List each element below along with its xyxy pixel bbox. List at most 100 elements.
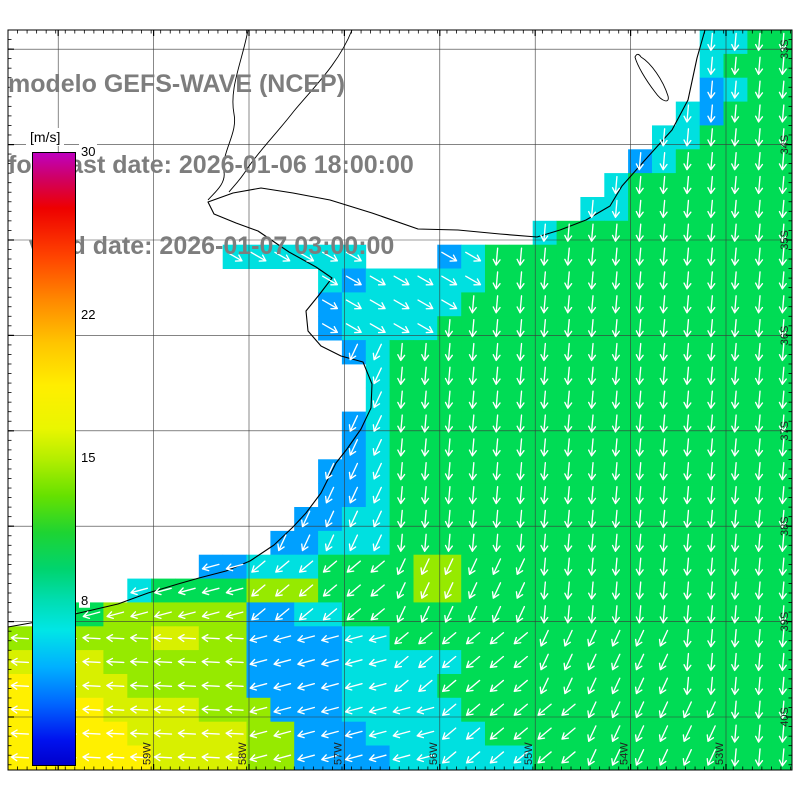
vector-arrow xyxy=(731,676,740,696)
vector-arrow xyxy=(731,104,740,123)
vector-arrow xyxy=(397,342,406,362)
vector-arrow xyxy=(421,366,430,385)
vector-arrow xyxy=(754,509,764,529)
vector-arrow xyxy=(778,462,787,481)
vector-arrow xyxy=(658,725,669,742)
map-cell xyxy=(771,53,792,79)
vector-arrow xyxy=(397,462,406,481)
vector-arrow xyxy=(659,342,668,362)
vector-arrow xyxy=(707,318,716,338)
vector-arrow xyxy=(731,438,740,457)
map-cell xyxy=(771,149,792,174)
vector-arrow xyxy=(611,318,621,338)
vector-arrow xyxy=(516,271,525,290)
vector-arrow xyxy=(468,509,477,529)
vector-arrow xyxy=(417,323,434,334)
vector-arrow xyxy=(225,587,244,596)
vector-arrow xyxy=(778,199,787,219)
vector-arrow xyxy=(707,199,716,219)
vector-arrow xyxy=(492,295,501,314)
map-cell xyxy=(771,602,792,627)
vector-arrow xyxy=(444,342,454,362)
vector-arrow xyxy=(491,558,502,575)
vector-arrow xyxy=(659,295,668,314)
vector-arrow xyxy=(106,611,125,620)
vector-arrow xyxy=(418,655,433,669)
vector-arrow xyxy=(513,727,528,740)
vector-arrow xyxy=(301,510,311,528)
vector-arrow xyxy=(153,633,173,643)
vector-arrow xyxy=(516,533,525,552)
vector-arrow xyxy=(540,342,549,362)
map-cell xyxy=(771,292,792,317)
vector-arrow xyxy=(683,199,692,219)
model-title: modelo GEFS-WAVE (NCEP) xyxy=(8,70,346,98)
vector-arrow xyxy=(537,751,552,764)
vector-arrow xyxy=(587,318,597,338)
vector-arrow xyxy=(659,509,668,529)
vector-arrow xyxy=(441,299,458,310)
vector-arrow xyxy=(492,390,501,409)
vector-arrow xyxy=(778,271,787,290)
vector-arrow xyxy=(516,390,525,409)
lat-label: 35S xyxy=(779,230,791,250)
vector-arrow xyxy=(392,706,411,715)
vector-arrow xyxy=(444,438,454,457)
vector-arrow xyxy=(537,703,552,716)
vector-arrow xyxy=(201,611,220,620)
vector-arrow xyxy=(345,275,362,286)
vector-arrow xyxy=(754,128,764,147)
vector-arrow xyxy=(177,705,197,714)
vector-arrow xyxy=(561,727,576,740)
vector-arrow xyxy=(635,247,644,266)
vector-arrow xyxy=(465,632,481,645)
vector-arrow xyxy=(707,295,716,314)
vector-arrow xyxy=(707,223,716,242)
vector-arrow xyxy=(468,558,478,575)
vector-arrow xyxy=(251,560,266,573)
vector-arrow xyxy=(731,700,740,719)
map-cell xyxy=(771,578,792,603)
vector-arrow xyxy=(130,657,149,666)
vector-arrow xyxy=(635,462,644,481)
vector-arrow xyxy=(492,509,501,529)
vector-arrow xyxy=(635,342,644,362)
vector-arrow xyxy=(754,56,764,75)
vector-arrow xyxy=(659,438,668,457)
vector-arrow xyxy=(731,199,740,219)
vector-arrow xyxy=(587,414,597,433)
vector-arrow xyxy=(754,223,764,242)
vector-arrow xyxy=(444,485,454,505)
vector-arrow xyxy=(563,677,573,695)
vector-arrow xyxy=(778,175,787,195)
vector-arrow xyxy=(635,199,644,219)
vector-arrow xyxy=(635,533,644,552)
vector-arrow xyxy=(707,247,716,266)
vector-arrow xyxy=(492,533,501,552)
vector-arrow xyxy=(707,676,716,696)
vector-arrow xyxy=(754,366,764,385)
vector-arrow xyxy=(297,682,315,691)
vector-arrow xyxy=(10,729,30,738)
vector-arrow xyxy=(421,509,430,529)
map-cell xyxy=(771,650,792,675)
vector-arrow xyxy=(540,509,549,529)
vector-arrow xyxy=(754,438,764,457)
vector-arrow xyxy=(778,748,787,767)
vector-arrow xyxy=(635,414,644,433)
vector-arrow xyxy=(564,342,573,362)
vector-arrow xyxy=(249,682,268,691)
valid-date: valid date: 2026-01-07 03:00:00 xyxy=(8,232,395,260)
vector-arrow xyxy=(707,56,716,75)
vector-arrow xyxy=(682,749,692,766)
map-cell xyxy=(771,220,792,246)
vector-arrow xyxy=(682,725,692,742)
vector-arrow xyxy=(225,681,244,690)
vector-arrow xyxy=(465,727,481,740)
vector-arrow xyxy=(564,438,573,457)
vector-arrow xyxy=(201,729,220,738)
vector-arrow xyxy=(778,700,787,719)
vector-arrow xyxy=(635,438,644,457)
vector-arrow xyxy=(130,611,149,620)
